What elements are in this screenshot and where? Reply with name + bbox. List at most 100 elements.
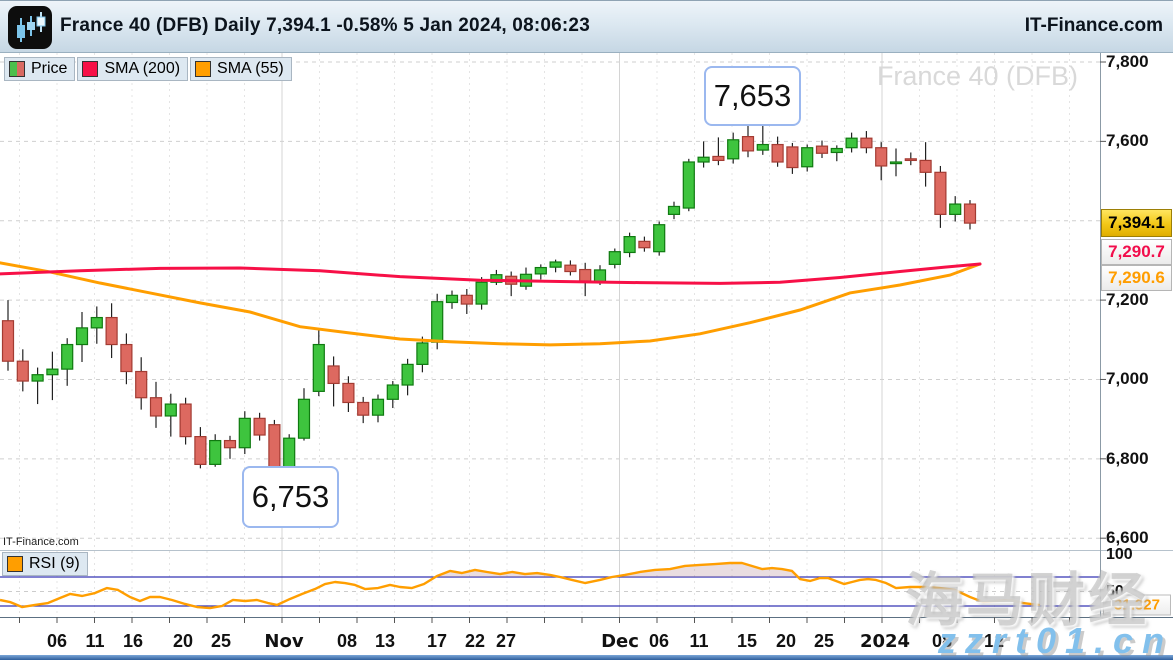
price-axis-label: 7,000 — [1106, 369, 1149, 389]
candle — [238, 417, 251, 449]
candle — [860, 137, 873, 149]
brand-label: IT-Finance.com — [1024, 15, 1163, 36]
time-axis-label: 20 — [172, 631, 194, 651]
candle — [209, 439, 222, 465]
candle — [46, 368, 59, 376]
sma200 — [0, 262, 982, 285]
time-axis-label: 06 — [46, 631, 68, 651]
time-axis-label: 11 — [689, 631, 709, 651]
legend-sma200-chip[interactable]: SMA (200) — [77, 57, 189, 81]
candle — [194, 436, 207, 465]
candle — [416, 342, 429, 365]
candles — [1, 120, 977, 478]
candle — [963, 203, 977, 224]
candle — [623, 236, 636, 254]
candle — [164, 403, 177, 417]
candle — [61, 343, 74, 370]
candle — [75, 327, 89, 346]
candle — [371, 398, 385, 416]
candle — [297, 398, 311, 439]
legend-price-chip[interactable]: Price — [4, 57, 76, 81]
rsi-line — [0, 561, 1041, 610]
legend-sma55-label: SMA (55) — [217, 60, 284, 77]
candle — [268, 424, 281, 473]
top-bar: France 40 (DFB) Daily 7,394.1 -0.58% 5 J… — [0, 0, 1173, 53]
time-axis-label: 06 — [648, 631, 670, 651]
time-axis-label: 11 — [85, 631, 105, 651]
candle — [682, 161, 695, 209]
annotation-low: 6,753 — [242, 466, 339, 528]
candle — [253, 417, 266, 436]
price-badge-sma200: 7,290.7 — [1101, 239, 1172, 265]
legend-row: Price SMA (200) SMA (55) — [4, 57, 292, 81]
sma200-swatch-icon — [82, 61, 99, 77]
candle — [357, 401, 370, 416]
legend-rsi-label: RSI (9) — [29, 555, 80, 572]
candle — [801, 147, 814, 168]
candle — [875, 147, 888, 167]
candle — [815, 145, 829, 154]
candle — [431, 301, 444, 343]
time-axis-label: 2024 — [859, 631, 911, 652]
time-axis-label: 17 — [426, 631, 448, 651]
app-logo-icon[interactable] — [8, 6, 52, 49]
rsi-pane — [0, 561, 1100, 610]
candle — [179, 403, 192, 438]
legend-sma200-label: SMA (200) — [104, 60, 181, 77]
sma55 — [0, 261, 982, 347]
candle — [445, 294, 459, 304]
time-axis-label: Dec — [601, 631, 639, 652]
candle — [771, 143, 784, 163]
source-watermark: IT-Finance.com — [3, 536, 79, 548]
price-axis-label: 6,800 — [1106, 448, 1149, 468]
price-axis-label: 7,800 — [1106, 52, 1149, 71]
price-badge-last: 7,394.1 — [1101, 209, 1172, 237]
candle — [327, 365, 340, 385]
legend-sma55-chip[interactable]: SMA (55) — [190, 57, 292, 81]
candle — [889, 161, 903, 165]
candle — [919, 159, 932, 173]
candle — [475, 281, 488, 305]
candle — [712, 155, 725, 162]
candle — [149, 397, 163, 417]
grid — [0, 53, 1100, 617]
candle — [845, 137, 858, 149]
candle — [934, 171, 947, 215]
candle — [534, 266, 547, 275]
borders — [0, 53, 1173, 623]
chart-canvas[interactable] — [0, 53, 1173, 655]
time-axis-label: 25 — [210, 631, 232, 651]
chart-title: France 40 (DFB) Daily 7,394.1 -0.58% 5 J… — [60, 15, 590, 36]
candle — [490, 274, 503, 283]
price-axis-label: 6,600 — [1106, 528, 1149, 548]
candle — [653, 224, 666, 253]
rsi-swatch-icon — [7, 556, 23, 572]
candle — [608, 251, 621, 265]
candle — [579, 268, 592, 282]
time-axis-label: 25 — [813, 631, 835, 651]
time-axis-label: 15 — [736, 631, 758, 651]
candle — [697, 156, 710, 163]
candle — [756, 143, 769, 151]
time-axis-label: 22 — [464, 631, 486, 651]
annotation-high: 7,653 — [704, 66, 801, 126]
sma200-line — [0, 262, 982, 285]
symbol-watermark: France 40 (DFB) — [876, 61, 1078, 91]
time-axis-label: 16 — [122, 631, 144, 651]
candle — [786, 146, 799, 169]
candle — [593, 269, 607, 283]
candle — [342, 382, 355, 404]
candle — [949, 203, 962, 215]
candle — [741, 136, 755, 152]
candle — [312, 343, 325, 392]
price-swatch-icon — [9, 61, 25, 77]
price-axis-label: 7,200 — [1106, 290, 1149, 310]
legend-rsi-chip[interactable]: RSI (9) — [2, 552, 88, 576]
candle — [31, 374, 44, 382]
candle — [549, 261, 562, 268]
candle — [564, 264, 577, 273]
rsi-value-badge: 31.327 — [1103, 594, 1171, 616]
time-axis-label: 08 — [931, 631, 953, 651]
cn-watermark: 海马财经 — [905, 568, 1150, 633]
price-badge-sma55: 7,290.6 — [1101, 265, 1172, 291]
